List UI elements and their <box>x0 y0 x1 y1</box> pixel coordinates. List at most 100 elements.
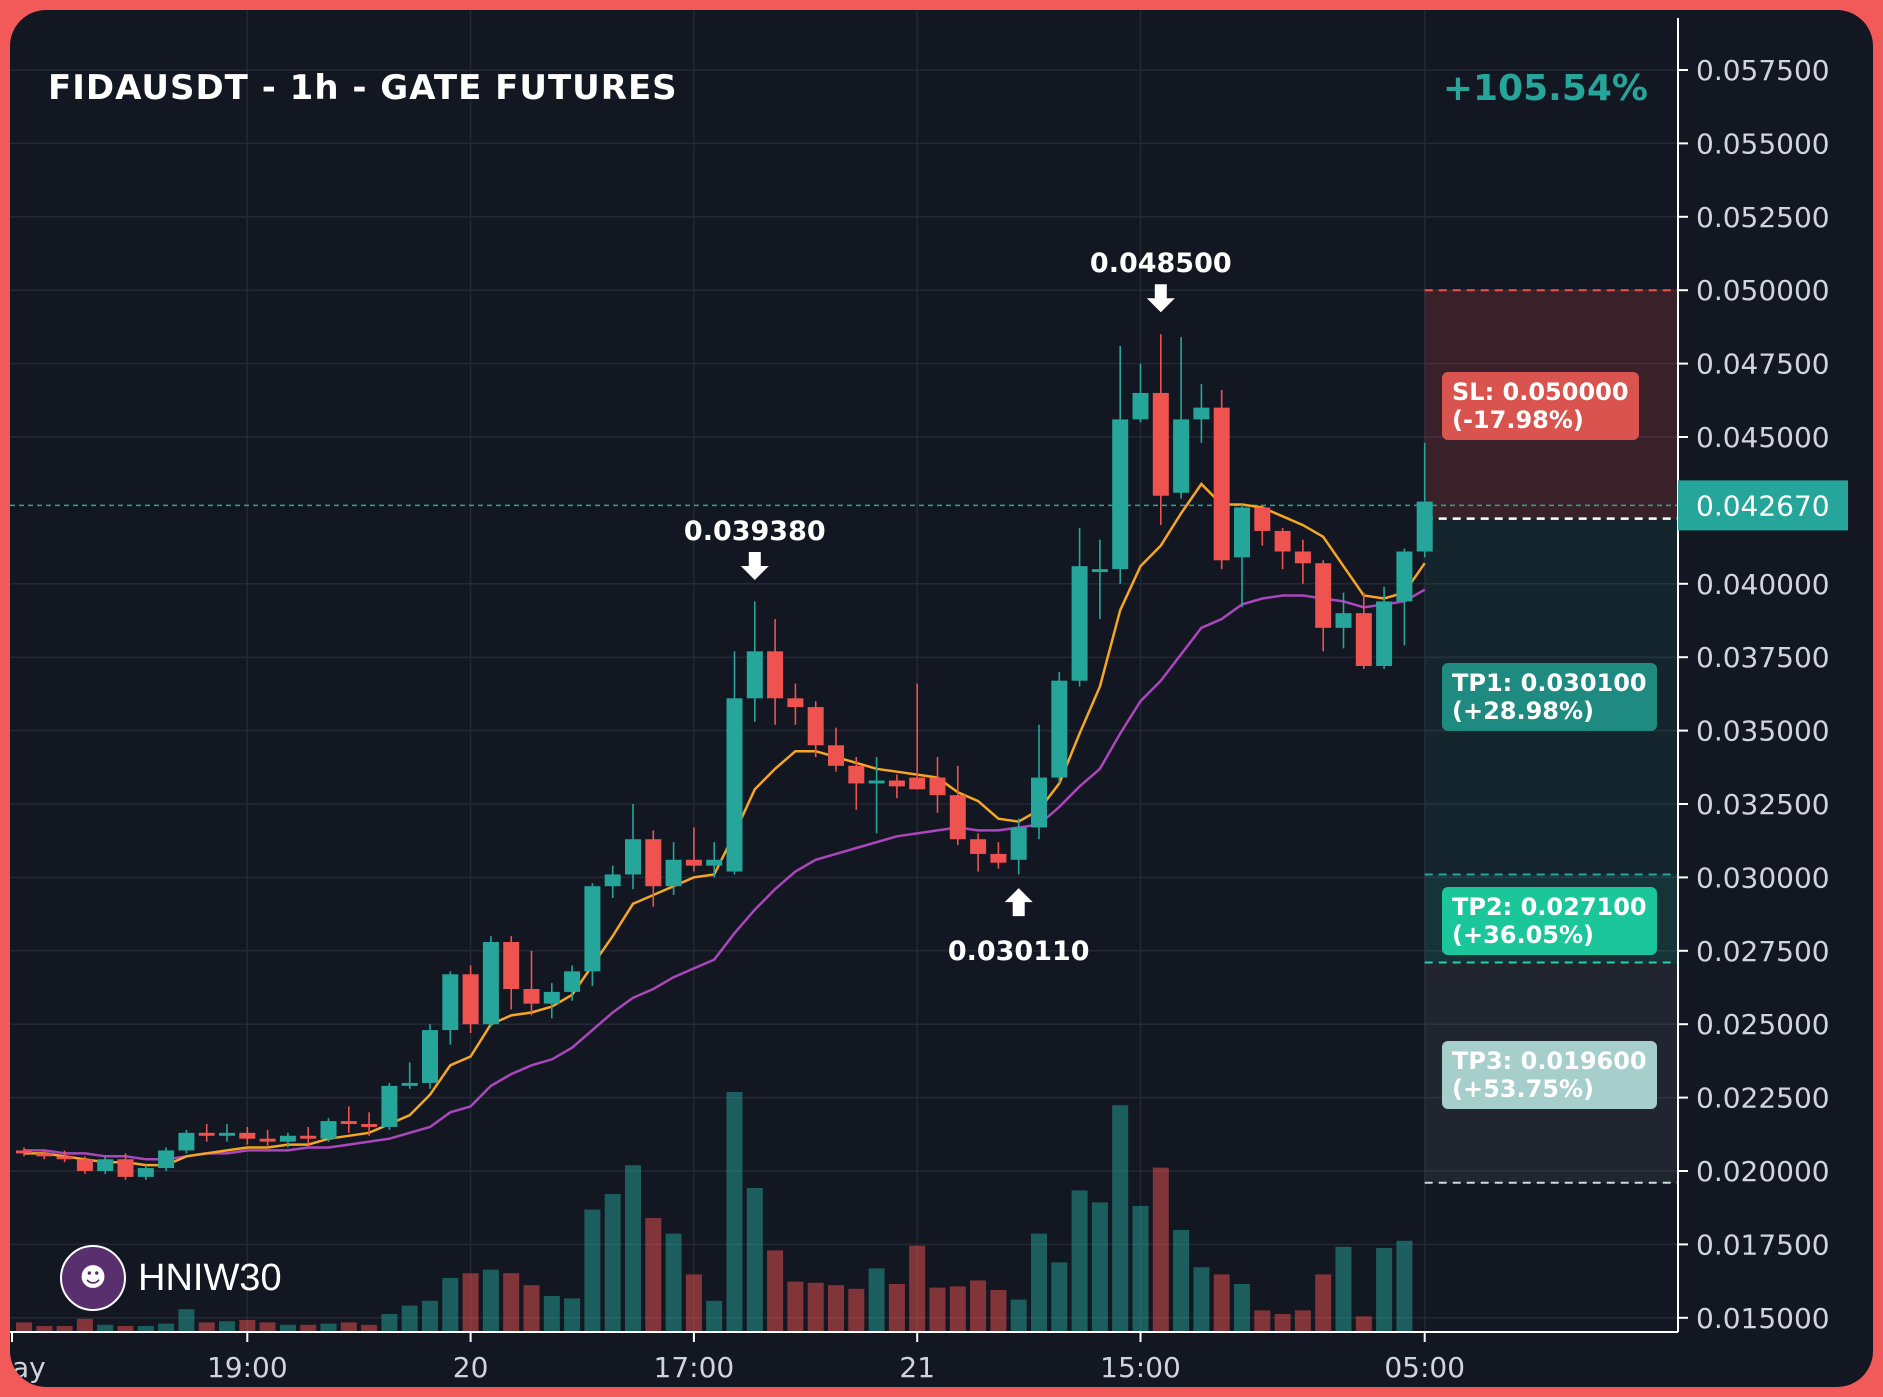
x-tick-label: 17:00 <box>654 1351 735 1384</box>
candle-body <box>929 777 946 796</box>
volume-bar <box>645 1218 662 1332</box>
tp1-pct: (+28.98%) <box>1452 697 1595 725</box>
candle-body <box>746 651 763 699</box>
candle <box>56 1150 73 1163</box>
candle <box>949 765 966 846</box>
candle-body <box>1396 551 1413 602</box>
candle <box>1091 539 1108 620</box>
ma-fast-line <box>24 482 1426 1167</box>
candle-body <box>888 780 905 787</box>
candle-body <box>300 1135 317 1139</box>
y-tick-label: 0.045000 <box>1696 421 1830 454</box>
candle <box>1152 334 1169 526</box>
volume-bar <box>584 1209 601 1332</box>
volume-bar <box>1335 1246 1352 1332</box>
tp3-pct: (+53.75%) <box>1452 1075 1595 1103</box>
candle-body <box>584 886 601 972</box>
candle-body <box>1132 392 1149 420</box>
candle <box>868 757 885 834</box>
candle <box>1112 345 1129 584</box>
candle <box>1315 560 1332 652</box>
candle-body <box>320 1121 337 1139</box>
candle-body <box>564 971 581 992</box>
volume-bar <box>888 1284 905 1332</box>
candle <box>1274 528 1291 570</box>
price-annotation: 0.039380 <box>684 516 826 547</box>
candle <box>442 971 459 1045</box>
chart-frame: 0.039380 0.048500 0.030110 0.057500 0.055000… <box>10 10 1873 1387</box>
y-tick-label: 0.035000 <box>1696 715 1830 748</box>
volume-bar <box>1193 1267 1210 1332</box>
volume-bar <box>1071 1190 1088 1332</box>
candle-body <box>36 1153 53 1157</box>
candle-body <box>726 698 743 872</box>
candle <box>239 1126 256 1145</box>
candle-body <box>1254 507 1271 531</box>
candle <box>97 1156 114 1174</box>
candle <box>767 619 784 725</box>
candle-body <box>361 1124 378 1127</box>
volume-bar <box>929 1287 946 1332</box>
stop-loss-price: SL: 0.050000 <box>1452 378 1629 406</box>
candle <box>1416 442 1433 558</box>
candle-body <box>685 859 702 866</box>
candle-body <box>1294 551 1311 564</box>
y-tick-label: 0.017500 <box>1696 1228 1830 1261</box>
candle <box>401 1062 418 1089</box>
candle <box>888 774 905 799</box>
candle-body <box>868 780 885 784</box>
candle-body <box>1051 680 1068 778</box>
volume-bar <box>1376 1248 1393 1332</box>
volume-bar <box>422 1300 438 1332</box>
volume-bar <box>219 1321 235 1332</box>
volume-bar <box>76 1318 93 1332</box>
candle-body <box>625 839 641 875</box>
candle <box>909 683 926 790</box>
volume-bar <box>543 1296 560 1332</box>
tp3-price: TP3: 0.019600 <box>1452 1047 1647 1075</box>
candle-body <box>97 1159 114 1171</box>
y-tick-label: 0.022500 <box>1696 1082 1830 1115</box>
candle <box>584 883 601 987</box>
candle <box>929 757 946 813</box>
candle-body <box>117 1159 134 1177</box>
candle <box>726 651 743 875</box>
volume-bar <box>462 1273 479 1332</box>
volume-bar <box>990 1290 1007 1332</box>
volume-bar <box>1315 1274 1332 1332</box>
y-tick-label: 0.037500 <box>1696 641 1830 674</box>
volume-bar <box>1254 1310 1271 1332</box>
candle <box>340 1106 357 1133</box>
ma-slow-line <box>24 588 1426 1161</box>
y-tick-label: 0.030000 <box>1696 861 1830 894</box>
volume-bar <box>36 1326 53 1332</box>
volume-bar <box>1294 1310 1311 1332</box>
volume-bar <box>1355 1316 1372 1332</box>
candle <box>787 683 804 725</box>
candle <box>503 936 520 1010</box>
y-tick-label: 0.027500 <box>1696 935 1830 968</box>
candle-body <box>503 941 520 989</box>
candle-body <box>990 853 1007 863</box>
candle-body <box>1010 827 1027 860</box>
tp3-label: TP3: 0.019600 (+53.75%) <box>1442 1041 1657 1109</box>
candle <box>1254 507 1271 546</box>
candle-body <box>1071 566 1088 681</box>
volume-bar <box>97 1324 114 1332</box>
candle <box>543 983 560 1019</box>
candle <box>117 1153 134 1180</box>
candle <box>807 701 824 758</box>
stop-loss-label: SL: 0.050000 (-17.98%) <box>1442 372 1639 440</box>
candle <box>320 1118 337 1142</box>
candle-body <box>482 941 499 1025</box>
volume-bar <box>1234 1284 1250 1332</box>
candle-body <box>381 1085 398 1127</box>
performance-badge: +105.54% <box>1442 68 1648 109</box>
candle-body <box>767 651 784 699</box>
candle <box>1010 818 1027 875</box>
candle-body <box>1274 530 1291 552</box>
candle <box>482 936 499 1028</box>
candle-body <box>970 839 987 854</box>
volume-bar <box>178 1309 195 1332</box>
y-tick-label: 0.020000 <box>1696 1155 1830 1188</box>
